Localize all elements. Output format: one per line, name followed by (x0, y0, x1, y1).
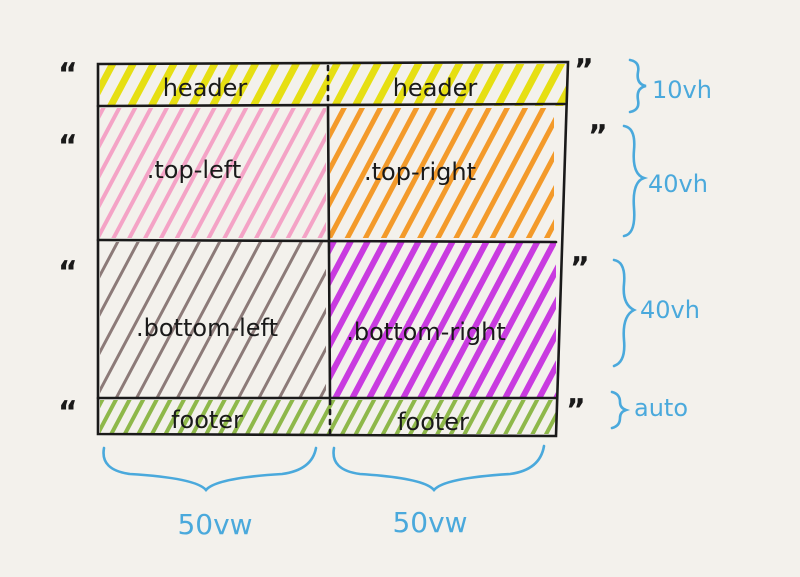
close-quote-row-3: ” (570, 251, 590, 286)
open-quote-row-3: “ (58, 255, 78, 290)
row-height-label-4: auto (634, 394, 688, 422)
bottom-right-fill (330, 242, 556, 398)
cell-label-bottom-left: .bottom-left (136, 314, 278, 342)
cell-label-top-left: .top-left (147, 156, 242, 184)
top-left-fill (100, 108, 326, 238)
grid-outline (96, 60, 570, 438)
top-right-fill (330, 108, 554, 238)
brace-row-1 (628, 58, 647, 114)
close-quote-row-2: ” (588, 119, 608, 154)
brace-row-2 (622, 124, 649, 238)
brace-column-1 (102, 446, 318, 493)
header-fill (100, 64, 566, 106)
column-width-label-1: 50vw (177, 508, 252, 541)
brace-column-2 (332, 444, 546, 493)
cell-label-footer-right: footer (397, 408, 469, 436)
bottom-left-fill (100, 242, 326, 398)
cell-label-footer-left: footer (171, 406, 243, 434)
close-quote-row-4: ” (566, 393, 586, 428)
column-width-label-2: 50vw (392, 506, 467, 539)
top-bottom-divider (96, 238, 558, 244)
row-height-label-1: 10vh (652, 76, 712, 104)
cell-label-top-right: .top-right (364, 158, 476, 186)
row-height-label-3: 40vh (640, 296, 700, 324)
header-divider (96, 102, 568, 108)
row-height-label-2: 40vh (648, 170, 708, 198)
footer-fill (100, 400, 556, 434)
close-quote-row-1: ” (574, 53, 594, 88)
cell-label-bottom-right: .bottom-right (346, 318, 505, 346)
cell-label-header-left: header (163, 74, 248, 102)
open-quote-row-1: “ (58, 57, 78, 92)
brace-row-4 (610, 390, 631, 430)
open-quote-row-4: “ (58, 395, 78, 430)
brace-row-3 (612, 258, 637, 368)
middle-divider (326, 104, 332, 400)
open-quote-row-2: “ (58, 129, 78, 164)
cell-label-header-right: header (393, 74, 478, 102)
